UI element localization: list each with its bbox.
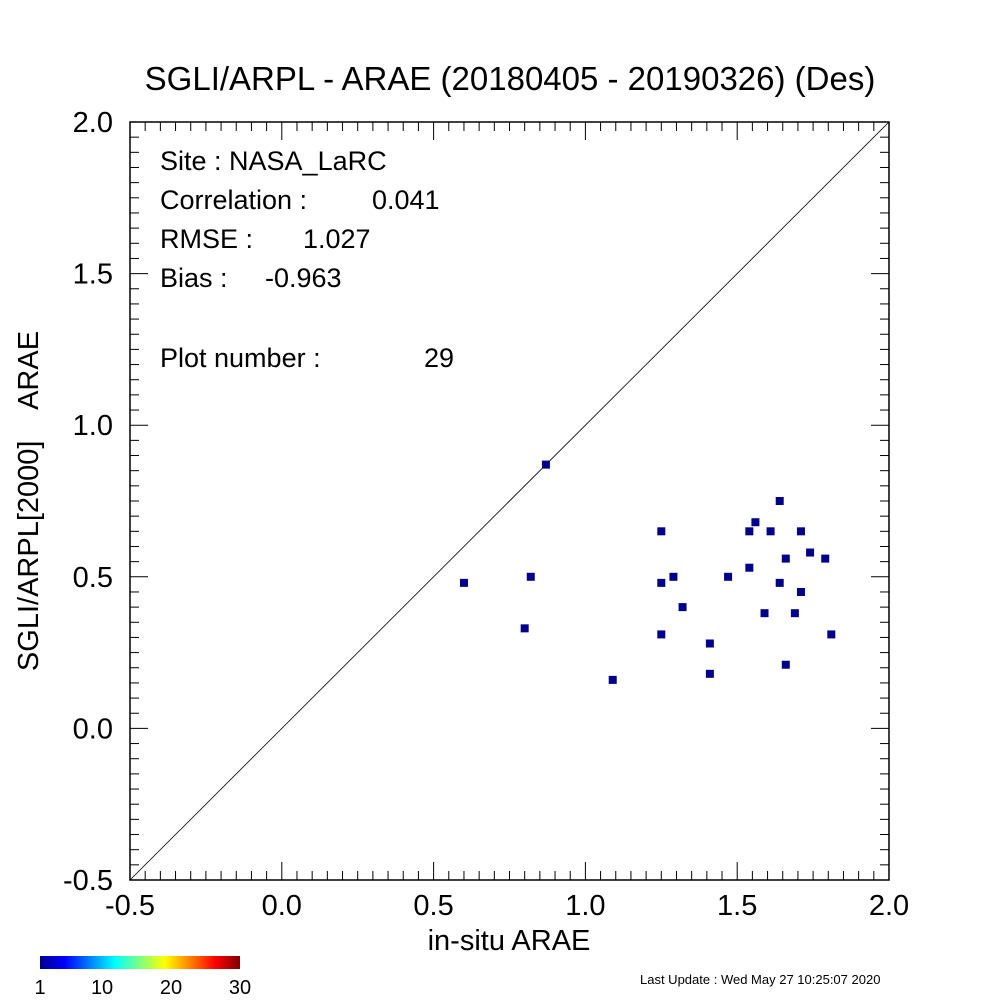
axis-ticks xyxy=(129,121,890,881)
data-point xyxy=(760,609,769,618)
x-tick-label: 0.5 xyxy=(413,890,453,922)
data-point xyxy=(669,572,678,581)
data-point xyxy=(745,563,754,572)
diagonal-layer xyxy=(129,121,890,881)
data-point xyxy=(775,497,784,505)
stat-plot-number-value: 29 xyxy=(424,343,454,373)
colorbar-tick-labels: 1 10 20 30 xyxy=(34,977,251,999)
y-tick-label: 0.0 xyxy=(73,713,113,745)
x-tick-label: 2.0 xyxy=(869,890,909,922)
stat-bias-label: Bias : xyxy=(160,263,228,293)
data-point xyxy=(520,624,529,633)
data-point xyxy=(657,630,666,639)
x-axis-label: in-situ ARAE xyxy=(428,925,591,957)
stats-box: Site : NASA_LaRC Correlation : 0.041 RMS… xyxy=(160,146,454,373)
data-point xyxy=(678,603,687,612)
data-points xyxy=(459,460,836,684)
data-point xyxy=(796,527,805,536)
x-tick-label: 1.5 xyxy=(717,890,757,922)
data-point xyxy=(806,548,815,557)
colorbar-tick-label: 1 xyxy=(34,977,45,999)
data-point xyxy=(827,630,836,639)
data-point xyxy=(705,669,714,678)
x-tick-label: 0.0 xyxy=(262,890,302,922)
colorbar-tick-label: 10 xyxy=(91,977,113,999)
data-point xyxy=(781,660,790,669)
data-point xyxy=(541,460,550,469)
data-point xyxy=(821,554,830,563)
colorbar xyxy=(40,956,240,969)
y-tick-label: -0.5 xyxy=(63,865,113,897)
stat-rmse-label: RMSE : xyxy=(160,224,253,254)
x-tick-label: -0.5 xyxy=(105,890,155,922)
colorbar-tick-label: 20 xyxy=(160,977,182,999)
data-point xyxy=(657,578,666,587)
data-point xyxy=(766,527,775,536)
y-axis-label: SGLI/ARPL[2000] ARAE xyxy=(13,331,45,671)
y-tick-label: 2.0 xyxy=(73,107,113,139)
x-tick-label: 1.0 xyxy=(565,890,605,922)
data-point xyxy=(781,554,790,563)
stat-correlation-label: Correlation : xyxy=(160,185,307,215)
data-point xyxy=(657,527,666,536)
data-point xyxy=(745,527,754,536)
y-tick-label: 1.0 xyxy=(73,410,113,442)
stat-plot-number-label: Plot number : xyxy=(160,343,321,373)
data-point xyxy=(724,572,733,581)
stat-rmse-value: 1.027 xyxy=(303,224,371,254)
data-point xyxy=(775,578,784,587)
data-point xyxy=(526,572,535,581)
x-tick-labels: -0.5 0.0 0.5 1.0 1.5 2.0 xyxy=(105,890,909,922)
chart-title: SGLI/ARPL - ARAE (20180405 - 20190326) (… xyxy=(145,60,876,97)
y-tick-label: 1.5 xyxy=(73,259,113,291)
data-point xyxy=(459,578,468,587)
data-point xyxy=(608,675,617,684)
y-tick-label: 0.5 xyxy=(73,562,113,594)
stat-site: Site : NASA_LaRC xyxy=(160,146,387,176)
data-point xyxy=(790,609,799,618)
data-point xyxy=(751,518,760,527)
data-point xyxy=(705,639,714,648)
colorbar-tick-label: 30 xyxy=(229,977,251,999)
one-to-one-line xyxy=(129,121,890,881)
last-update-text: Last Update : Wed May 27 10:25:07 2020 xyxy=(640,972,880,987)
y-tick-labels: -0.5 0.0 0.5 1.0 1.5 2.0 xyxy=(63,107,113,897)
data-point xyxy=(796,587,805,596)
stat-correlation-value: 0.041 xyxy=(372,185,440,215)
stat-bias-value: -0.963 xyxy=(265,263,342,293)
